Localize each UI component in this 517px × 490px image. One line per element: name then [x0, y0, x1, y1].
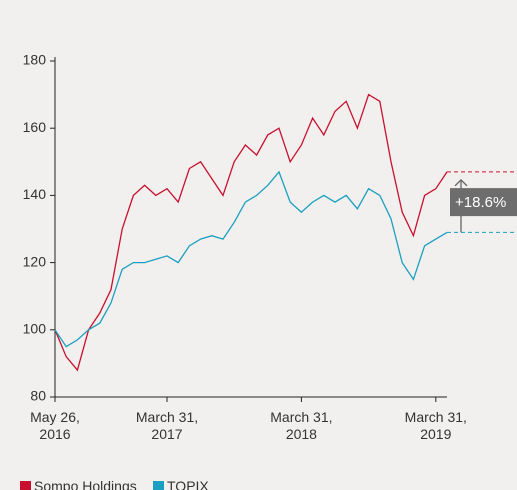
- x-tick-label: May 26, 2016: [30, 409, 80, 442]
- legend-swatch: [20, 480, 31, 490]
- x-tick-label: March 31, 2018: [270, 409, 333, 442]
- legend-item: Sompo Holdings: [20, 478, 137, 490]
- y-tick-label: 80: [30, 388, 46, 404]
- series-line: [54, 93, 448, 372]
- arrow-head: [454, 178, 468, 187]
- series-line: [54, 170, 448, 348]
- legend-swatch: [153, 480, 164, 490]
- y-tick-label: 180: [23, 52, 47, 68]
- legend-label: TOPIX: [167, 478, 209, 490]
- annotation-box: [450, 188, 517, 217]
- y-tick-label: 100: [23, 321, 47, 337]
- y-tick-label: 120: [23, 253, 47, 269]
- legend-item: TOPIX: [153, 478, 209, 490]
- y-tick-label: 160: [23, 119, 47, 135]
- x-tick-label: March 31, 2019: [404, 409, 467, 442]
- y-tick-label: 140: [23, 186, 47, 202]
- annotation-text: +18.6%: [455, 194, 506, 211]
- x-tick-label: March 31, 2017: [135, 409, 199, 442]
- legend-label: Sompo Holdings: [34, 478, 137, 490]
